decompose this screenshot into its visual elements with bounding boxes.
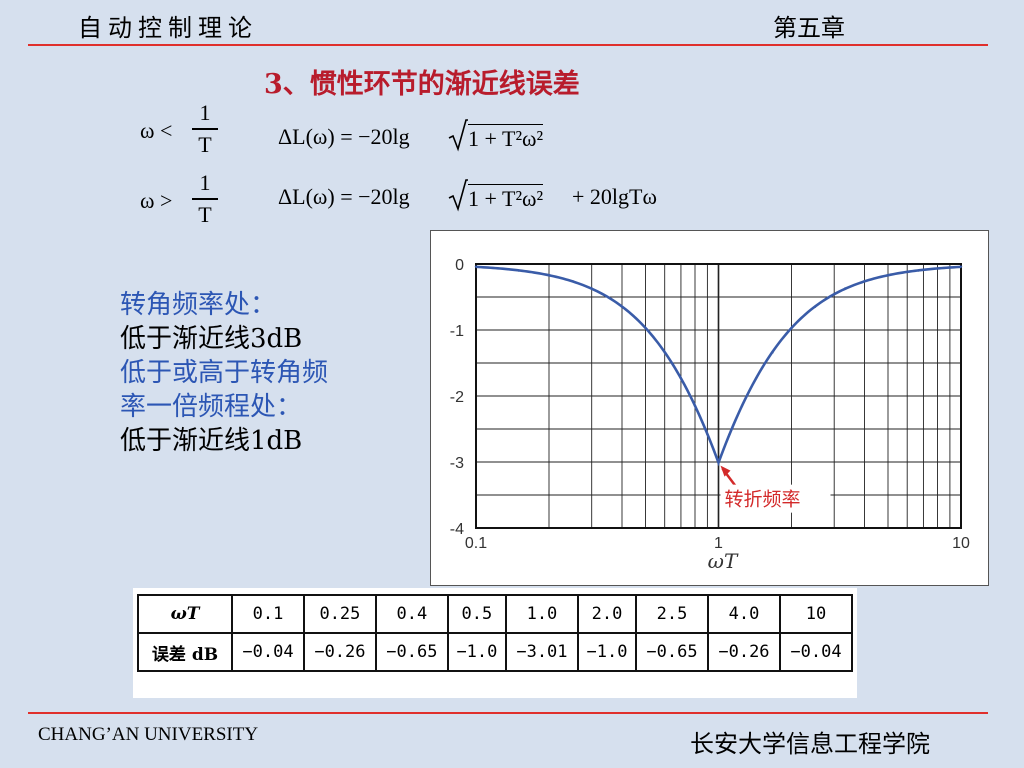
x-tick-label: 0.1 — [465, 535, 487, 552]
error-table: ωT 0.1 0.25 0.4 0.5 1.0 2.0 2.5 4.0 10 误差 dB −0.… — [137, 594, 854, 672]
error-table-panel: ωT 0.1 0.25 0.4 0.5 1.0 2.0 2.5 4.0 10 误差 dB −0.… — [133, 588, 857, 698]
curve-data-point — [706, 433, 709, 436]
university-name: CHANG’AN UNIVERSITY — [38, 724, 259, 745]
table-cell-error: −1.0 — [446, 632, 507, 672]
formula-radicand: 1 + T²ω² — [468, 184, 544, 211]
note-1db-below: 低于渐近线1dB — [120, 426, 303, 456]
curve-data-point — [959, 265, 963, 268]
formula-expression-left: ΔL(ω) = −20lg — [278, 184, 410, 209]
y-tick-label: 0 — [455, 257, 464, 274]
chapter-label: 第五章 — [773, 14, 845, 42]
note-octave-line-2: 率一倍频程处： — [120, 392, 303, 422]
curve-data-point — [663, 351, 666, 354]
curve-data-point — [571, 279, 574, 283]
curve-data-point — [717, 461, 720, 464]
x-tick-label: 10 — [952, 535, 970, 552]
table-cell-wt: 0.25 — [302, 594, 377, 634]
table-cell-error: −0.65 — [374, 632, 449, 672]
curve-data-point — [693, 404, 697, 408]
slide-title: 3、惯性环节的渐近线误差 — [264, 69, 580, 100]
table-cell-error: −0.04 — [778, 632, 854, 672]
formula-expression-left: ΔL(ω) = −20lg — [278, 124, 410, 149]
table-cell-wt: 1.0 — [504, 594, 579, 634]
annotation-arrow-head — [720, 465, 731, 477]
curve-data-point — [620, 305, 624, 309]
x-axis-label: ωT — [708, 549, 739, 573]
table-cell-wt: 2.0 — [576, 594, 638, 634]
bottom-divider — [28, 712, 988, 714]
curve-data-point — [590, 287, 593, 290]
fraction-denominator: T — [198, 132, 212, 157]
curve-data-point — [790, 326, 793, 330]
x-tick-label: 1 — [714, 535, 723, 552]
table-cell-wt: 10 — [778, 594, 854, 634]
table-cell-error: −0.26 — [302, 632, 377, 672]
note-corner-frequency: 转角频率处： — [120, 290, 277, 320]
formula-radicand: 1 + T²ω² — [468, 124, 544, 151]
fraction-1-over-t: 1 T — [192, 168, 218, 230]
table-cell-wt: 0.5 — [446, 594, 507, 634]
table-cell-error: −0.65 — [635, 632, 709, 672]
curve-data-point — [813, 305, 817, 309]
fraction-numerator: 1 — [199, 100, 211, 125]
fraction-1-over-t: 1 T — [192, 98, 218, 160]
table-cell-error: −0.04 — [231, 632, 305, 672]
course-title: 自动控制理论 — [78, 14, 258, 42]
formula-row-1: ω < 1 T ΔL(ω) = −20lg 1 + T²ω² — [140, 98, 700, 170]
curve-data-point — [740, 404, 744, 408]
sqrt-symbol — [448, 179, 468, 212]
annotation-label-bg — [720, 484, 831, 513]
curve-data-point — [517, 269, 520, 272]
y-tick-label: -3 — [450, 455, 464, 472]
curve-data-point — [771, 351, 774, 354]
fraction-denominator: T — [198, 202, 212, 227]
fraction-bar — [192, 198, 218, 200]
curve-data-point — [863, 279, 866, 283]
note-octave-line-1: 低于或高于转角频 — [120, 358, 329, 388]
curve-data-point — [886, 274, 890, 277]
y-tick-label: -2 — [450, 389, 464, 406]
table-cell-wt: 0.1 — [231, 594, 305, 634]
table-row-header-wt: ωT — [137, 594, 233, 634]
condition-lhs: ω < — [140, 118, 173, 143]
formula-tail: + 20lgTω — [572, 184, 657, 209]
table-cell-wt: 2.5 — [635, 594, 709, 634]
formula-row-2: ω > 1 T ΔL(ω) = −20lg 1 + T²ω² + 20lgTω — [140, 168, 740, 240]
error-curve-chart: 0 -1 -2 -3 -40.1 1 10 ωT 转折频率 — [450, 257, 970, 573]
annotation-label: 转折频率 — [725, 489, 801, 511]
y-tick-label: -1 — [450, 323, 464, 340]
explanation-notes: 转角频率处： 低于渐近线3dB 低于或高于转角频 率一倍频程处： 低于渐近线1d… — [120, 288, 328, 458]
curve-data-point — [728, 433, 731, 436]
fraction-numerator: 1 — [199, 170, 211, 195]
y-tick-label: -4 — [450, 521, 464, 538]
note-3db-below: 低于渐近线3dB — [120, 324, 303, 354]
curve-data-point — [547, 274, 551, 277]
curve-data-point — [644, 326, 647, 330]
condition-lhs: ω > — [140, 188, 173, 213]
table-row-header-error: 误差 dB — [137, 632, 233, 672]
school-name: 长安大学信息工程学院 — [690, 730, 930, 758]
plot-frame — [475, 263, 962, 529]
table-row-error: 误差 dB −0.04 −0.26 −0.65 −1.0 −3.01 −1.0 −0.65−… — [137, 632, 854, 672]
table-cell-wt: 0.4 — [374, 594, 449, 634]
table-row-wt: ωT 0.1 0.25 0.4 0.5 1.0 2.0 2.5 4.0 10 — [137, 594, 854, 634]
table-cell-wt: 4.0 — [706, 594, 781, 634]
curve-data-point — [679, 376, 683, 380]
error-curve-chart-panel: 0 -1 -2 -3 -4 0.1 1 10 ωT 转折频率 — [430, 230, 989, 586]
curve-data-point — [917, 269, 920, 272]
table-cell-error: −0.26 — [706, 632, 781, 672]
table-cell-error: −3.01 — [504, 632, 579, 672]
table-cell-error: −1.0 — [576, 632, 638, 672]
fraction-bar — [192, 128, 218, 130]
curve-data-point — [474, 265, 478, 268]
curve-data-point — [754, 376, 758, 380]
top-divider — [28, 44, 988, 46]
curve-data-point — [843, 287, 847, 290]
sqrt-symbol — [448, 119, 468, 152]
